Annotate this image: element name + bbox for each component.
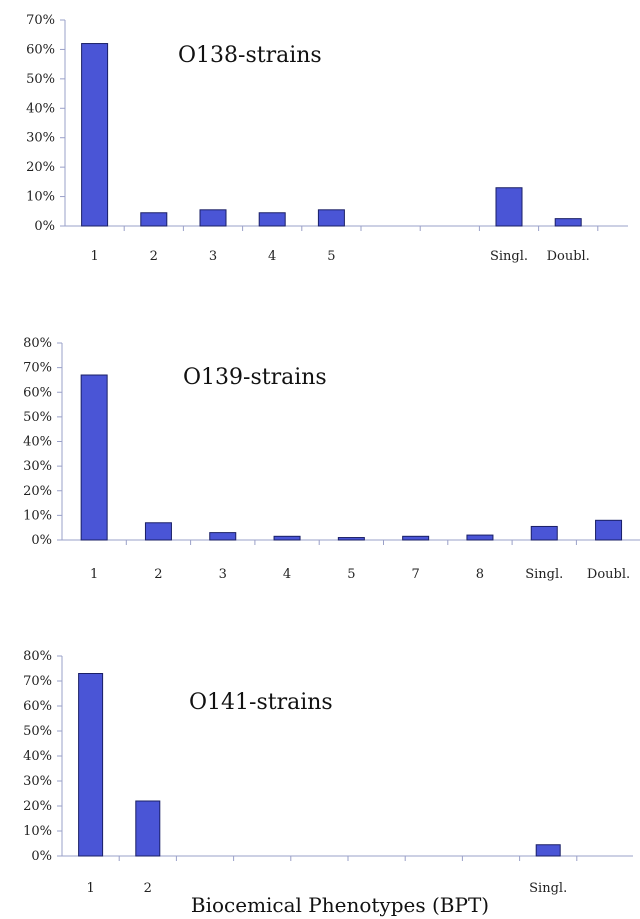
y-tick-label: 70% — [26, 13, 55, 28]
bar — [535, 844, 561, 857]
x-tick-label: 2 — [150, 249, 158, 264]
x-tick-label: Singl. — [525, 567, 563, 582]
y-tick-label: 30% — [23, 774, 52, 789]
bar — [466, 534, 494, 541]
x-tick-label: 5 — [327, 249, 335, 264]
y-tick-label: 30% — [26, 131, 55, 146]
bar — [81, 43, 109, 227]
x-tick-label: 2 — [144, 881, 152, 896]
chart-title: O141-strains — [189, 690, 333, 715]
y-tick-label: 50% — [23, 410, 52, 425]
x-tick-label: 2 — [154, 567, 162, 582]
x-tick-label: 8 — [476, 567, 484, 582]
y-tick-label: 70% — [23, 361, 52, 376]
chart-title: O138-strains — [178, 43, 322, 68]
y-tick-label: 10% — [23, 508, 52, 523]
x-tick-label: 4 — [283, 567, 291, 582]
x-tick-label: 3 — [209, 249, 217, 264]
y-tick-label: 60% — [23, 385, 52, 400]
y-tick-label: 0% — [31, 849, 52, 864]
y-tick-label: 60% — [23, 699, 52, 714]
bar — [78, 673, 104, 857]
x-tick-label: 4 — [268, 249, 276, 264]
y-tick-label: 60% — [26, 42, 55, 57]
x-tick-label: Doubl. — [587, 567, 630, 582]
x-tick-label: 1 — [86, 881, 94, 896]
y-tick-label: 30% — [23, 459, 52, 474]
bar — [337, 537, 365, 541]
bar — [530, 525, 558, 541]
x-tick-label: 1 — [90, 567, 98, 582]
chart-o141: 0% 10% 20% 30% 40% 50% 60% 70% 80% 1 2 Singl. O141-s… — [23, 649, 633, 917]
x-tick-label: 7 — [412, 567, 420, 582]
y-tick-label: 80% — [23, 649, 52, 664]
x-tick-label: 1 — [90, 249, 98, 264]
y-tick-label: 20% — [23, 484, 52, 499]
bar — [595, 519, 623, 541]
x-tick-label: 3 — [219, 567, 227, 582]
x-tick-label: 5 — [347, 567, 355, 582]
x-tick-label: Singl. — [529, 881, 567, 896]
y-tick-label: 40% — [23, 749, 52, 764]
x-tick-label: Singl. — [490, 249, 528, 264]
bar — [317, 209, 345, 227]
y-tick-label: 50% — [23, 724, 52, 739]
x-tick-label: Doubl. — [547, 249, 590, 264]
y-tick-label: 0% — [34, 219, 55, 234]
y-tick-label: 80% — [23, 336, 52, 351]
chart-title: O139-strains — [183, 365, 327, 390]
bar — [554, 218, 582, 227]
bar — [402, 535, 430, 541]
y-tick-label: 0% — [31, 533, 52, 548]
y-tick-label: 10% — [26, 190, 55, 205]
bar — [258, 212, 286, 227]
bar — [144, 522, 172, 541]
bar — [273, 535, 301, 541]
chart-o139: 0% 10% 20% 30% 40% 50% 60% 70% 80% 1 2 3 4 5 7 8 Singl. D… — [23, 336, 640, 582]
y-tick-label: 10% — [23, 824, 52, 839]
bar — [495, 187, 523, 227]
y-tick-label: 40% — [23, 435, 52, 450]
bar — [80, 374, 108, 541]
y-tick-label: 20% — [23, 799, 52, 814]
bar — [135, 800, 161, 857]
y-tick-label: 40% — [26, 101, 55, 116]
y-tick-label: 20% — [26, 160, 55, 175]
y-tick-label: 50% — [26, 72, 55, 87]
x-axis-label: Biocemical Phenotypes (BPT) — [191, 893, 489, 917]
bar — [199, 209, 227, 227]
chart-o138: 0% 10% 20% 30% 40% 50% 60% 70% 1 2 3 4 5 Singl. Doubl.… — [26, 13, 628, 264]
y-tick-label: 70% — [23, 674, 52, 689]
bar — [140, 212, 168, 227]
bar — [209, 532, 237, 541]
